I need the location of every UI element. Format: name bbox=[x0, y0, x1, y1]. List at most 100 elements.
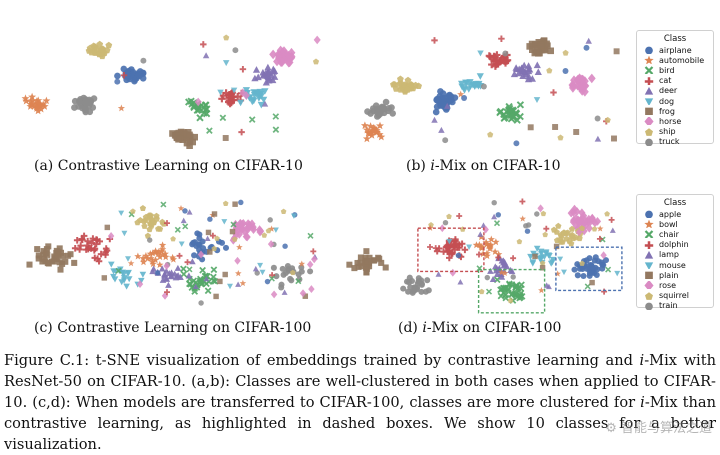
point-deer bbox=[517, 64, 526, 72]
point-automobile bbox=[363, 125, 371, 134]
point-ship bbox=[404, 76, 412, 84]
point-squirrel bbox=[134, 219, 141, 226]
legend-item-rose: rose bbox=[643, 280, 707, 290]
circle-marker-icon bbox=[645, 138, 653, 146]
point-ship bbox=[312, 58, 320, 65]
point-truck bbox=[71, 104, 78, 111]
point-rose bbox=[256, 227, 264, 237]
point-bowl bbox=[146, 250, 154, 258]
point-chair bbox=[584, 283, 591, 290]
point-cat bbox=[503, 57, 511, 65]
point-dolphin bbox=[269, 272, 276, 279]
point-automobile bbox=[365, 129, 374, 138]
point-frog bbox=[529, 46, 536, 53]
point-ship bbox=[96, 40, 104, 48]
point-lamp bbox=[166, 270, 173, 277]
point-bird bbox=[516, 112, 524, 121]
point-train bbox=[407, 284, 414, 291]
legend-label: dog bbox=[659, 96, 675, 106]
point-plain bbox=[362, 254, 369, 261]
point-ship bbox=[407, 81, 415, 89]
point-dolphin bbox=[450, 243, 457, 250]
star-marker-icon bbox=[644, 220, 654, 229]
point-mouse bbox=[538, 250, 545, 257]
plus-marker-icon bbox=[644, 240, 654, 249]
point-lamp bbox=[161, 271, 169, 278]
point-bowl bbox=[479, 250, 487, 258]
point-mouse bbox=[259, 269, 266, 276]
point-horse bbox=[194, 97, 202, 107]
point-deer bbox=[254, 73, 262, 81]
point-ship bbox=[389, 81, 397, 88]
point-cat bbox=[488, 54, 496, 63]
point-chair bbox=[508, 291, 515, 298]
point-horse bbox=[578, 74, 586, 85]
point-bowl bbox=[495, 250, 503, 258]
point-apple bbox=[154, 270, 161, 276]
point-automobile bbox=[376, 121, 384, 130]
point-airplane bbox=[442, 95, 449, 102]
scatter-plot-a bbox=[21, 34, 321, 149]
point-mouse bbox=[139, 271, 147, 278]
point-train bbox=[270, 264, 277, 271]
point-truck bbox=[378, 106, 385, 114]
point-mouse bbox=[446, 238, 453, 245]
point-airplane bbox=[432, 108, 440, 116]
square-marker-icon bbox=[645, 107, 653, 116]
point-airplane bbox=[114, 72, 121, 80]
diamond-marker-icon bbox=[644, 281, 654, 290]
point-cat bbox=[200, 41, 207, 48]
point-rose bbox=[572, 221, 581, 231]
point-deer bbox=[594, 135, 602, 142]
point-airplane bbox=[562, 68, 569, 74]
points-layer bbox=[26, 199, 318, 306]
point-bowl bbox=[162, 253, 170, 261]
point-apple bbox=[264, 278, 271, 285]
scatter-plot-c bbox=[26, 199, 318, 306]
point-lamp bbox=[189, 258, 196, 265]
point-cat bbox=[226, 99, 234, 108]
point-dolphin bbox=[495, 254, 502, 261]
point-bird bbox=[248, 116, 256, 123]
point-apple bbox=[207, 216, 213, 222]
point-bowl bbox=[147, 254, 155, 262]
point-frog bbox=[613, 48, 620, 55]
point-mouse bbox=[561, 269, 567, 276]
point-apple bbox=[455, 252, 462, 259]
diamond-marker-icon bbox=[644, 117, 654, 126]
point-apple bbox=[591, 257, 598, 264]
point-dog bbox=[533, 97, 541, 104]
point-automobile bbox=[371, 124, 379, 133]
point-cat bbox=[498, 54, 506, 63]
point-lamp bbox=[493, 270, 501, 277]
point-chair bbox=[295, 278, 302, 285]
point-squirrel bbox=[553, 237, 561, 244]
point-plain bbox=[532, 253, 538, 260]
point-automobile bbox=[33, 99, 42, 107]
point-bird bbox=[272, 113, 280, 120]
point-train bbox=[298, 268, 305, 275]
point-horse bbox=[313, 35, 321, 45]
point-apple bbox=[191, 239, 198, 246]
triangle-marker-icon bbox=[644, 86, 654, 95]
point-train bbox=[198, 300, 204, 306]
point-mouse bbox=[111, 276, 119, 283]
point-mouse bbox=[125, 256, 131, 262]
point-rose bbox=[107, 232, 115, 240]
panel-d bbox=[334, 188, 634, 316]
legend-label: apple bbox=[659, 209, 682, 219]
point-plain bbox=[34, 246, 41, 253]
point-mouse bbox=[614, 270, 621, 277]
point-dolphin bbox=[176, 252, 183, 259]
caption-label: Figure C.1: bbox=[4, 352, 90, 369]
point-plain bbox=[40, 255, 48, 262]
point-train bbox=[442, 219, 449, 226]
point-squirrel bbox=[578, 225, 586, 232]
point-dolphin bbox=[97, 250, 105, 258]
point-chair bbox=[204, 287, 212, 295]
legend-item-frog: frog bbox=[643, 106, 707, 116]
point-ship bbox=[97, 45, 105, 53]
point-lamp bbox=[186, 209, 193, 215]
legend-label: deer bbox=[659, 86, 678, 96]
point-chair bbox=[230, 221, 237, 228]
